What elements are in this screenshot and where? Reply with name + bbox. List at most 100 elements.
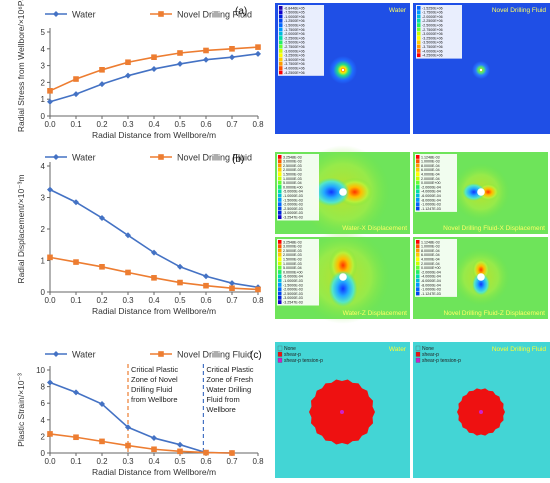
data-point bbox=[99, 264, 105, 270]
data-point bbox=[73, 389, 79, 396]
y-tick-label: 10 bbox=[36, 366, 45, 375]
stress-legend-swatch bbox=[417, 44, 421, 49]
y-tick-label: 1 bbox=[41, 95, 46, 104]
displacement-legend-swatch bbox=[416, 240, 420, 244]
data-point bbox=[125, 424, 131, 431]
displacement-legend-swatch bbox=[278, 206, 282, 211]
displacement-legend-swatch bbox=[416, 198, 420, 202]
displacement-legend-label: -8.0000E-04 bbox=[421, 283, 441, 287]
data-point bbox=[229, 280, 235, 287]
displacement-legend-swatch bbox=[278, 283, 282, 287]
displacement-legend-label: 3.0000E-03 bbox=[283, 245, 302, 249]
displacement-legend-label: 0.0000E+00 bbox=[283, 270, 303, 274]
plastic-panel-title: Water bbox=[389, 346, 407, 353]
data-point bbox=[151, 446, 157, 453]
displacement-legend-label: -2.5000E-03 bbox=[283, 207, 303, 211]
displacement-simulation-grid: 3.2548E-033.0000E-032.5000E-032.0000E-03… bbox=[275, 145, 548, 324]
displacement-legend-label: -6.0000E-04 bbox=[421, 279, 441, 283]
displacement-legend-swatch bbox=[416, 163, 420, 168]
displacement-legend-label: -5.0000E-04 bbox=[283, 275, 303, 279]
stress-legend-label: -4.2500E+06 bbox=[422, 54, 443, 58]
displacement-legend-label: 2.5000E-03 bbox=[283, 164, 302, 168]
stress-legend-label: -3.0000E+06 bbox=[284, 49, 305, 53]
x-tick-label: 0.5 bbox=[174, 457, 186, 466]
plastic-legend-label: None bbox=[284, 346, 296, 352]
displacement-legend-swatch bbox=[278, 202, 282, 207]
negative-lobe bbox=[462, 183, 485, 201]
series-line-0 bbox=[49, 381, 233, 454]
stress-legend-swatch bbox=[279, 6, 283, 10]
displacement-legend-label: -3.2547E-03 bbox=[283, 216, 303, 220]
data-point bbox=[125, 269, 131, 276]
legend-swatch-marker bbox=[158, 11, 164, 17]
data-point bbox=[47, 379, 53, 386]
critical-zone-annotation: Critical Plastic bbox=[131, 365, 178, 374]
stress-legend-swatch bbox=[417, 10, 421, 15]
data-point bbox=[151, 435, 157, 442]
data-point bbox=[47, 431, 53, 437]
data-point bbox=[73, 259, 79, 265]
y-axis-label: Plastic Strain/×10⁻³ bbox=[16, 373, 26, 447]
stress-legend-label: -2.2500E+06 bbox=[284, 36, 305, 40]
displacement-legend-swatch bbox=[416, 189, 420, 194]
displacement-legend-label: 3.2548E-03 bbox=[283, 240, 302, 244]
stress-legend-swatch bbox=[279, 66, 283, 70]
y-tick-label: 5 bbox=[41, 28, 46, 37]
displacement-legend-label: 2.5000E-03 bbox=[283, 249, 302, 253]
critical-zone-annotation: from Wellbore bbox=[131, 395, 178, 404]
wellbore bbox=[339, 273, 347, 281]
x-tick-label: 0.3 bbox=[122, 457, 134, 466]
displacement-legend-label: 5.0000E-04 bbox=[283, 181, 302, 185]
displacement-legend-label: 1.5000E-03 bbox=[283, 258, 302, 262]
displacement-legend-label: -5.0000E-04 bbox=[283, 190, 303, 194]
plastic-panel-title: Novel Drilling Fluid bbox=[492, 346, 547, 353]
x-tick-label: 0.4 bbox=[148, 120, 160, 129]
displacement-legend-label: 1.5000E-03 bbox=[283, 173, 302, 177]
y-tick-label: 6 bbox=[41, 399, 46, 408]
series-line-1 bbox=[49, 433, 233, 454]
data-point bbox=[73, 76, 79, 82]
stress-legend-swatch bbox=[279, 70, 283, 75]
data-point bbox=[255, 50, 261, 57]
displacement-legend-label: -1.1247E-03 bbox=[421, 292, 441, 296]
plastic-legend-swatch bbox=[415, 357, 421, 363]
displacement-legend-swatch bbox=[278, 244, 282, 249]
critical-zone-annotation: Water Drilling bbox=[206, 385, 251, 394]
displacement-legend-swatch bbox=[278, 198, 282, 202]
plastic-legend-swatch bbox=[415, 345, 421, 351]
x-tick-label: 0.3 bbox=[122, 296, 134, 305]
wellbore bbox=[477, 188, 485, 196]
x-tick-label: 0.6 bbox=[200, 120, 212, 129]
x-tick-label: 0.1 bbox=[70, 457, 82, 466]
legend-label: Novel Drilling Fluid bbox=[177, 350, 252, 360]
legend-box bbox=[277, 239, 319, 306]
displacement-legend-swatch bbox=[278, 163, 282, 168]
x-tick-label: 0.2 bbox=[96, 457, 108, 466]
displacement-legend-label: 2.0000E-04 bbox=[421, 262, 440, 266]
data-point bbox=[99, 401, 105, 408]
displacement-legend-swatch bbox=[278, 265, 282, 270]
stress-legend-swatch bbox=[279, 57, 283, 62]
displacement-legend-swatch bbox=[416, 278, 420, 283]
stress-legend-label: -4.0000E+06 bbox=[422, 49, 443, 53]
displacement-legend-swatch bbox=[416, 185, 420, 189]
displacement-legend-swatch bbox=[278, 240, 282, 244]
displacement-legend-swatch bbox=[416, 176, 420, 181]
x-axis-label: Radial Distance from Wellbore/m bbox=[92, 306, 216, 316]
displacement-legend-label: 8.0000E-04 bbox=[421, 249, 440, 253]
x-tick-label: 0.8 bbox=[252, 296, 264, 305]
plastic-legend-label: shear-p bbox=[284, 352, 301, 358]
x-tick-label: 0.0 bbox=[44, 120, 56, 129]
displacement-legend-swatch bbox=[416, 159, 420, 164]
displacement-legend-swatch bbox=[416, 257, 420, 261]
x-tick-label: 0.3 bbox=[122, 120, 134, 129]
data-point bbox=[151, 54, 157, 60]
data-point bbox=[73, 199, 79, 206]
x-tick-label: 0.8 bbox=[252, 120, 264, 129]
negative-lobe bbox=[328, 270, 358, 307]
stress-legend-label: -2.2500E+06 bbox=[422, 19, 443, 23]
stress-legend-label: -2.7500E+06 bbox=[422, 28, 443, 32]
